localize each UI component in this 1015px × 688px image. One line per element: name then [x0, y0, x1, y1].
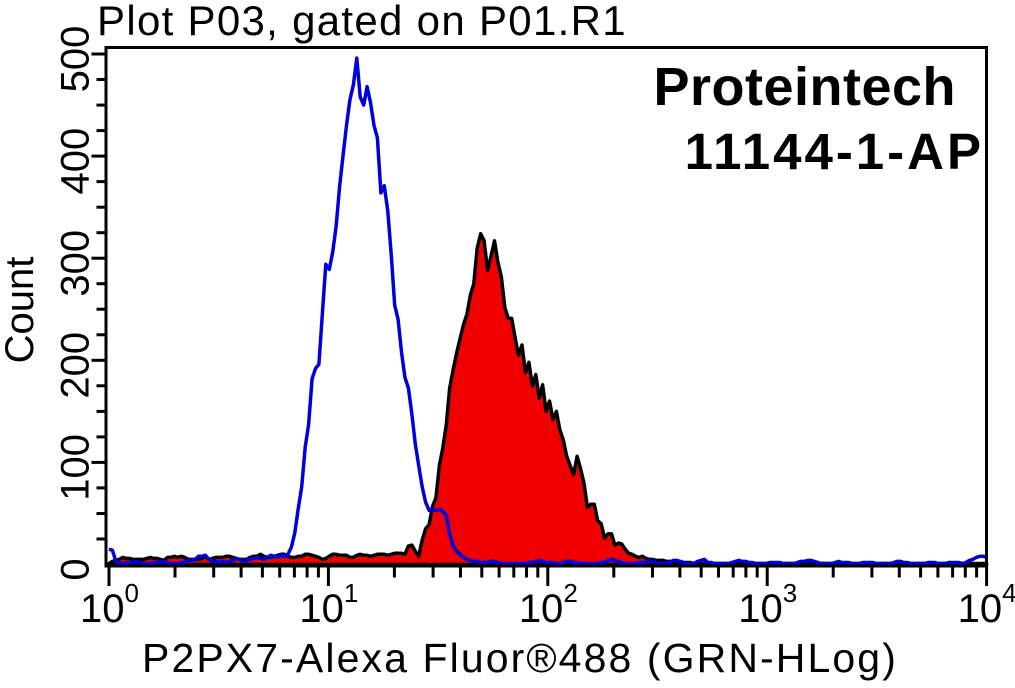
svg-text:11144-1-AP: 11144-1-AP [685, 123, 984, 180]
svg-text:Count: Count [0, 257, 42, 364]
svg-text:0: 0 [54, 558, 98, 580]
svg-text:102: 102 [519, 578, 578, 631]
svg-text:500: 500 [54, 26, 98, 93]
svg-text:100: 100 [54, 434, 98, 501]
svg-text:300: 300 [54, 230, 98, 297]
svg-text:P2PX7-Alexa Fluor®488 (GRN-HLo: P2PX7-Alexa Fluor®488 (GRN-HLog) [142, 635, 898, 681]
svg-text:400: 400 [54, 128, 98, 195]
svg-text:200: 200 [54, 332, 98, 399]
svg-text:Plot P03, gated on P01.R1: Plot P03, gated on P01.R1 [97, 0, 627, 44]
svg-text:Proteintech: Proteintech [653, 57, 956, 117]
